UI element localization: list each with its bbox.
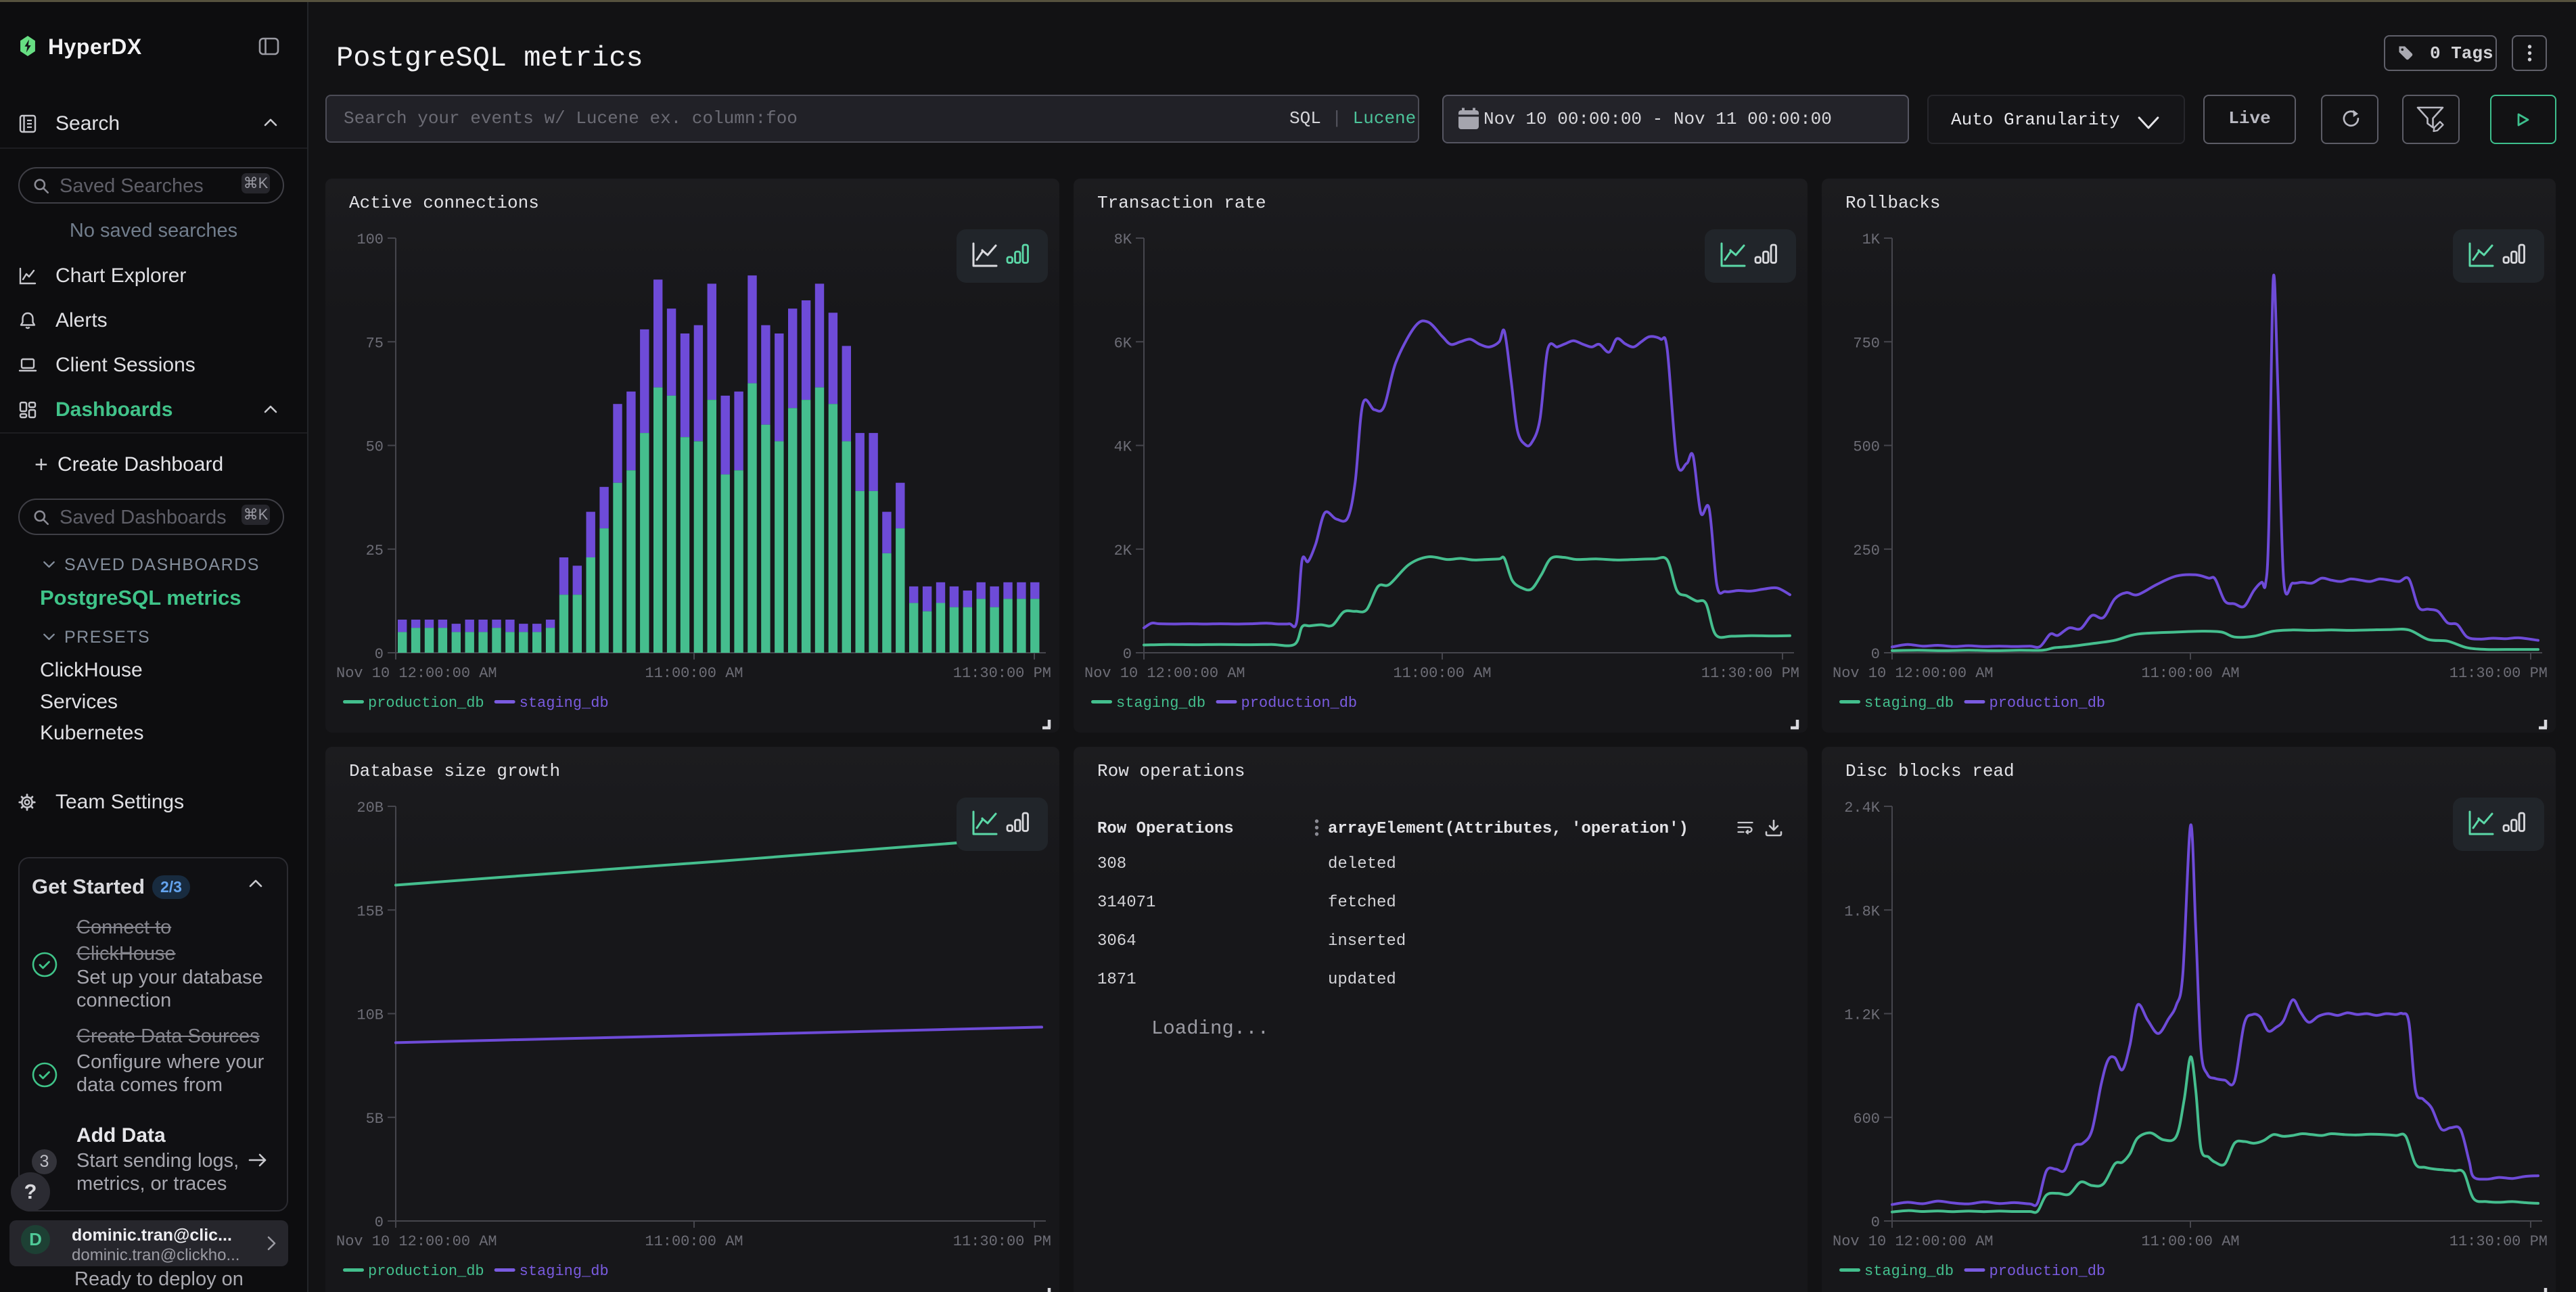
svg-text:1.2K: 1.2K (1844, 1007, 1881, 1024)
svg-text:11:00:00 AM: 11:00:00 AM (645, 1233, 743, 1250)
svg-text:production_db: production_db (1241, 695, 1358, 712)
svg-text:1K: 1K (1862, 231, 1881, 248)
svg-text:Nov 10 12:00:00 AM: Nov 10 12:00:00 AM (336, 665, 497, 682)
svg-text:staging_db: staging_db (520, 1263, 609, 1280)
svg-text:50: 50 (366, 439, 384, 456)
svg-text:8K: 8K (1114, 231, 1132, 248)
svg-text:11:30:00 PM: 11:30:00 PM (953, 665, 1051, 682)
svg-text:Nov 10 12:00:00 AM: Nov 10 12:00:00 AM (1833, 665, 1994, 682)
svg-text:Nov 10 12:00:00 AM: Nov 10 12:00:00 AM (336, 1233, 497, 1250)
svg-text:0: 0 (1871, 646, 1880, 663)
svg-text:0: 0 (1123, 646, 1132, 663)
svg-text:11:30:00 PM: 11:30:00 PM (953, 1233, 1051, 1250)
svg-text:production_db: production_db (368, 1263, 484, 1280)
svg-text:500: 500 (1853, 439, 1880, 456)
svg-text:600: 600 (1853, 1111, 1880, 1128)
svg-text:11:00:00 AM: 11:00:00 AM (2141, 665, 2239, 682)
svg-text:11:30:00 PM: 11:30:00 PM (2450, 1233, 2548, 1250)
svg-text:15B: 15B (356, 903, 384, 920)
svg-text:staging_db: staging_db (1116, 695, 1205, 712)
svg-text:5B: 5B (366, 1111, 384, 1128)
svg-text:staging_db: staging_db (1864, 695, 1954, 712)
svg-text:25: 25 (366, 543, 384, 559)
svg-text:staging_db: staging_db (1864, 1263, 1954, 1280)
svg-text:75: 75 (366, 335, 384, 352)
svg-text:production_db: production_db (1990, 1263, 2106, 1280)
svg-text:Nov 10 12:00:00 AM: Nov 10 12:00:00 AM (1833, 1233, 1994, 1250)
svg-text:750: 750 (1853, 335, 1880, 352)
svg-text:0: 0 (375, 1214, 384, 1231)
svg-text:11:30:00 PM: 11:30:00 PM (2450, 665, 2548, 682)
svg-text:4K: 4K (1114, 439, 1132, 456)
svg-text:11:30:00 PM: 11:30:00 PM (1701, 665, 1799, 682)
svg-text:11:00:00 AM: 11:00:00 AM (2141, 1233, 2239, 1250)
svg-text:6K: 6K (1114, 335, 1132, 352)
svg-text:250: 250 (1853, 543, 1880, 559)
svg-text:2.4K: 2.4K (1844, 800, 1881, 816)
svg-text:20B: 20B (356, 800, 384, 816)
svg-text:11:00:00 AM: 11:00:00 AM (645, 665, 743, 682)
svg-text:11:00:00 AM: 11:00:00 AM (1393, 665, 1491, 682)
svg-text:Nov 10 12:00:00 AM: Nov 10 12:00:00 AM (1084, 665, 1245, 682)
svg-text:0: 0 (375, 646, 384, 663)
svg-text:1.8K: 1.8K (1844, 903, 1881, 920)
svg-text:10B: 10B (356, 1007, 384, 1024)
svg-text:production_db: production_db (368, 695, 484, 712)
svg-text:staging_db: staging_db (520, 695, 609, 712)
svg-text:0: 0 (1871, 1214, 1880, 1231)
svg-text:production_db: production_db (1990, 695, 2106, 712)
svg-text:2K: 2K (1114, 543, 1132, 559)
svg-text:100: 100 (356, 231, 384, 248)
